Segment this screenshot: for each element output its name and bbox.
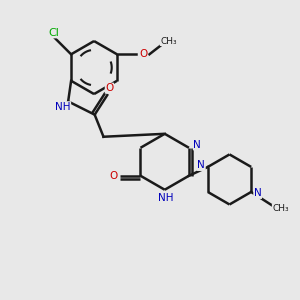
Text: NH: NH <box>158 193 174 203</box>
Text: N: N <box>193 140 201 150</box>
Text: O: O <box>105 83 113 93</box>
Text: Cl: Cl <box>48 28 59 38</box>
Text: O: O <box>140 49 148 59</box>
Text: O: O <box>109 171 118 181</box>
Text: NH: NH <box>55 102 70 112</box>
Text: CH₃: CH₃ <box>160 37 177 46</box>
Text: N: N <box>254 188 262 198</box>
Text: N: N <box>197 160 205 170</box>
Text: CH₃: CH₃ <box>272 204 289 213</box>
